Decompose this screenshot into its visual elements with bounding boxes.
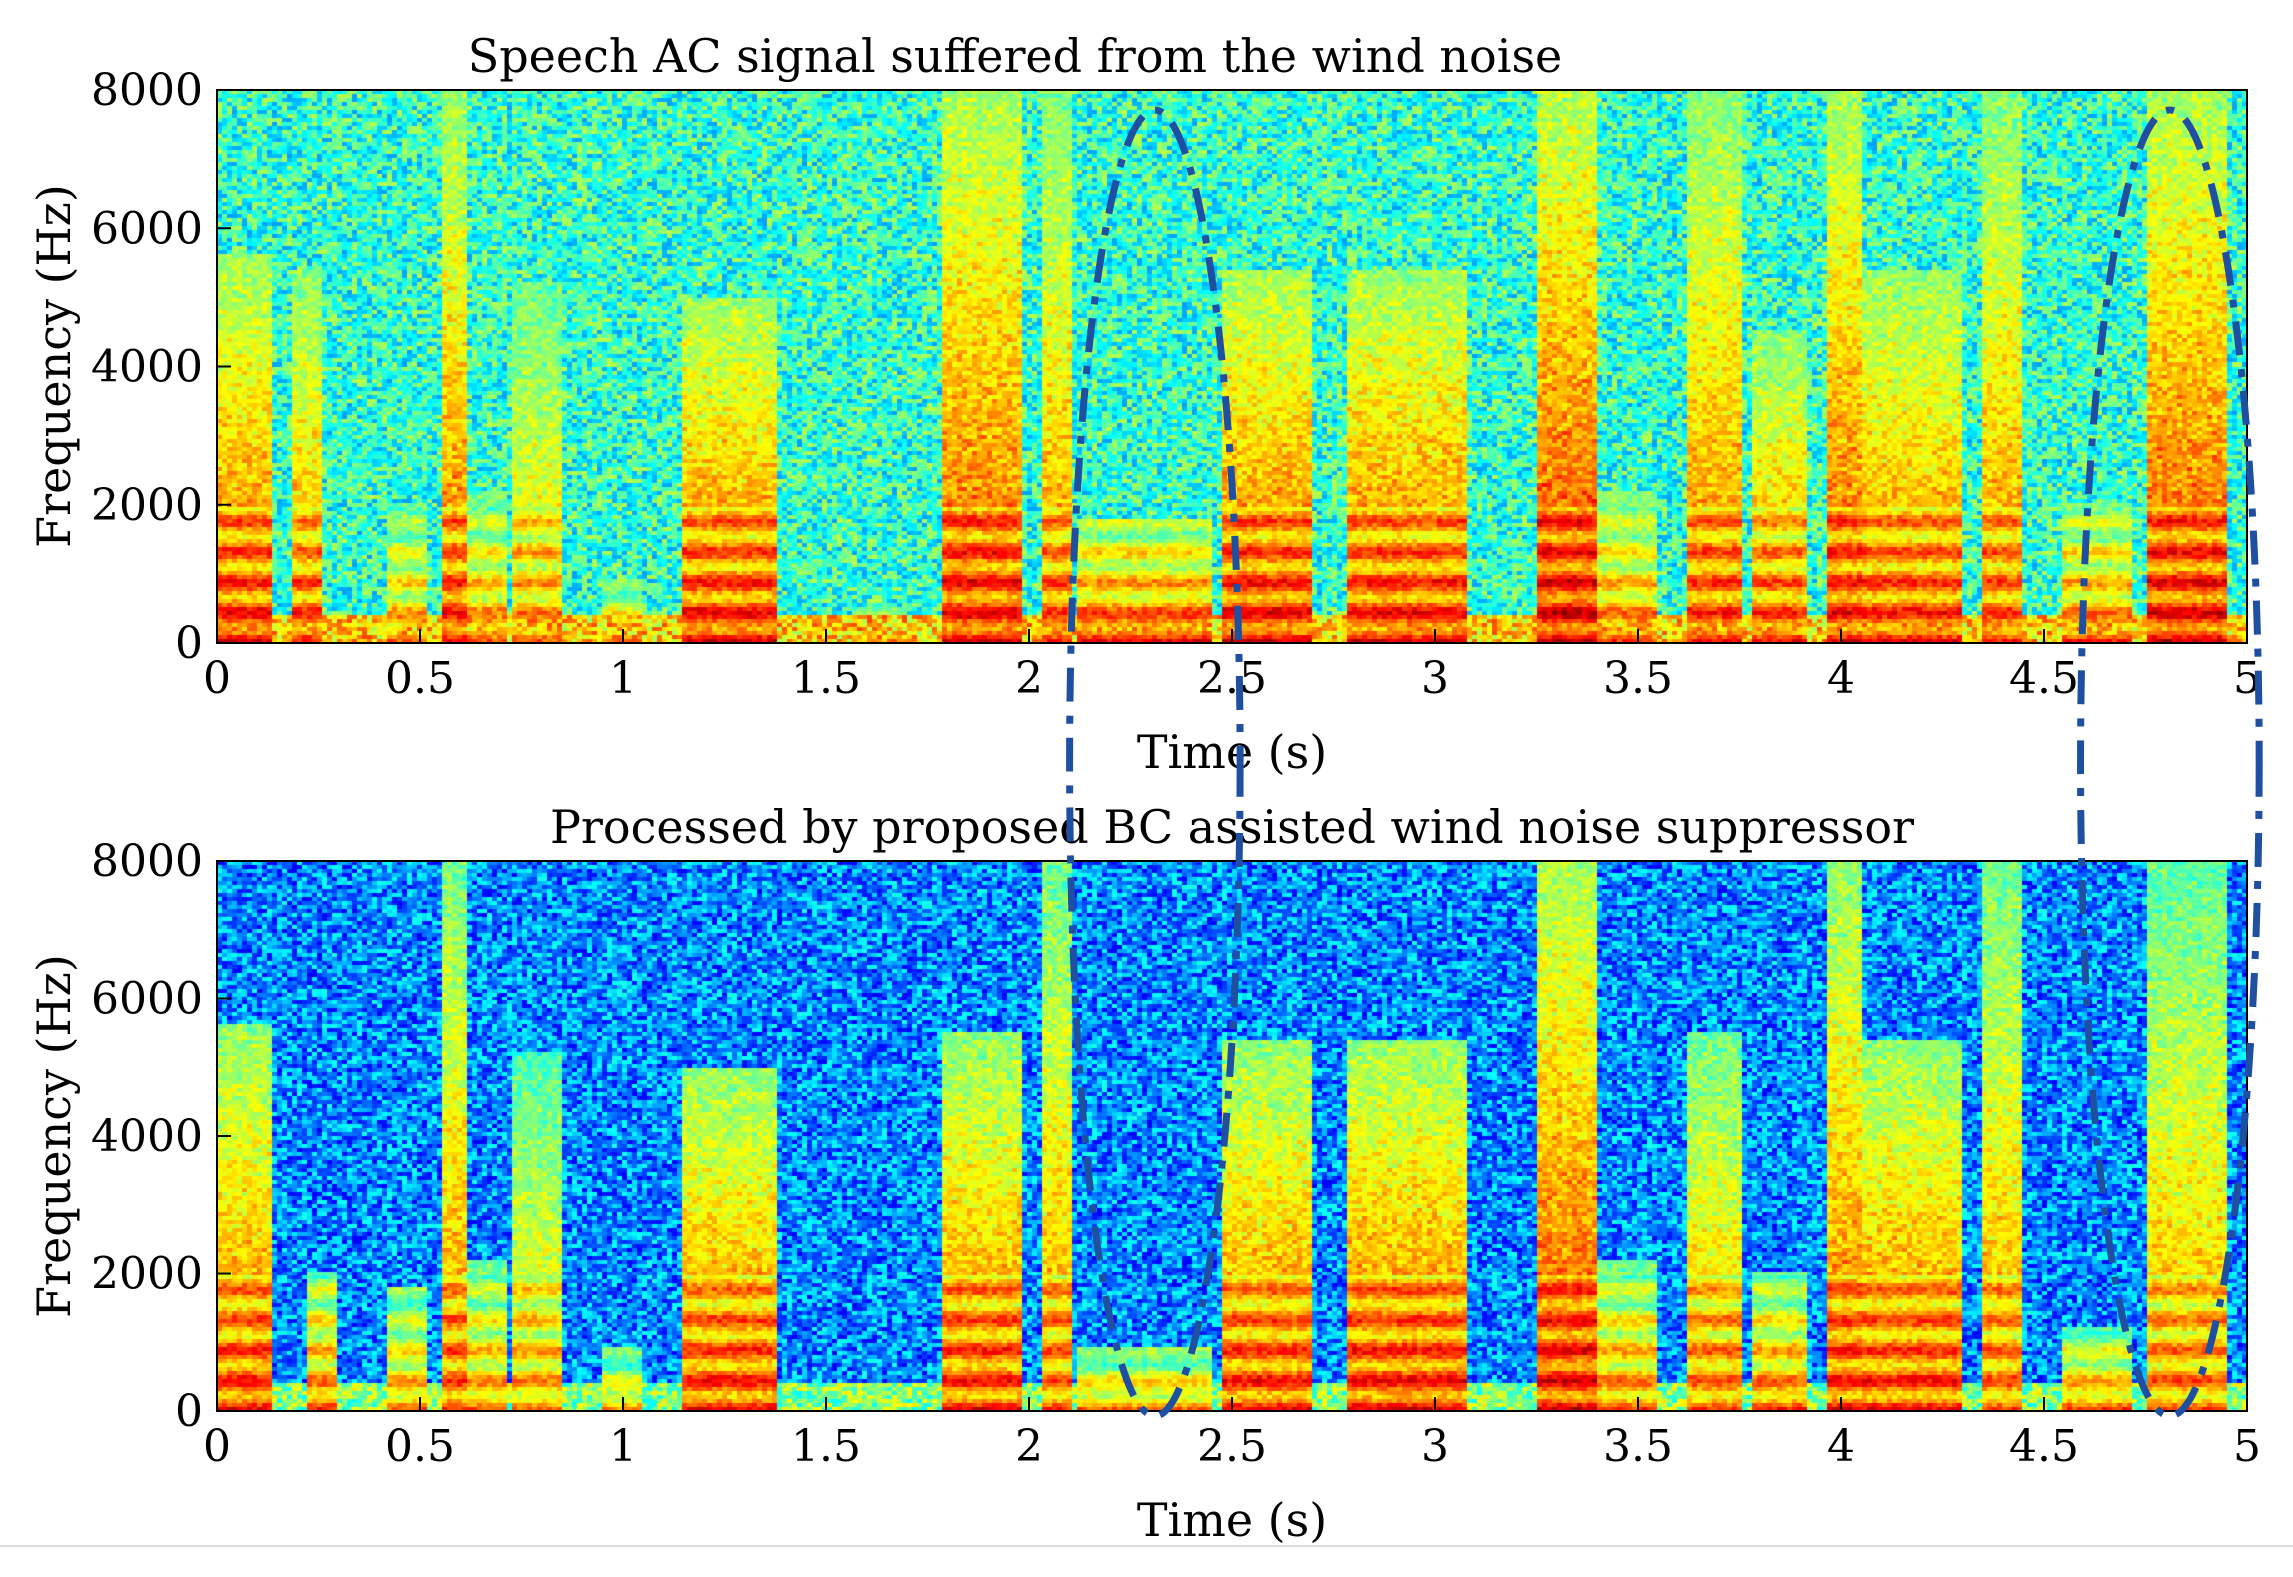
y-tick-label: 8000 — [91, 836, 203, 887]
x-tick-label: 3.5 — [1603, 653, 1673, 704]
x-axis-label: Time (s) — [1137, 1493, 1327, 1547]
x-axis-label: Time (s) — [1137, 725, 1327, 779]
y-axis-ticks: 0 2000 4000 6000 8000 — [91, 836, 231, 1437]
x-tick-label: 1 — [609, 1421, 637, 1472]
highlight-ellipse — [2077, 106, 2263, 1420]
x-tick-label: 4 — [1827, 653, 1855, 704]
x-tick-label: 2.5 — [1197, 1421, 1267, 1472]
y-axis-label: Frequency (Hz) — [27, 954, 81, 1318]
y-axis-ticks: 0 2000 4000 6000 8000 — [91, 65, 231, 669]
x-tick-label: 2 — [1015, 653, 1043, 704]
spectrogram-canvas — [217, 90, 2247, 643]
x-tick-label: 5 — [2233, 1421, 2261, 1472]
x-tick-label: 0 — [203, 653, 231, 704]
y-tick-label: 6000 — [91, 974, 203, 1025]
page-divider — [0, 1545, 2293, 1547]
panel-bottom: Processed by proposed BC assisted wind n… — [27, 800, 2261, 1547]
x-tick-label: 1.5 — [791, 653, 861, 704]
panel-top: Speech AC signal suffered from the wind … — [27, 29, 2261, 779]
x-tick-label: 4 — [1827, 1421, 1855, 1472]
y-tick-label: 2000 — [91, 1249, 203, 1300]
spectrogram-bottom — [217, 861, 2247, 1411]
y-tick-label: 8000 — [91, 65, 203, 116]
y-tick-label: 2000 — [91, 480, 203, 531]
panel-title: Speech AC signal suffered from the wind … — [468, 29, 1563, 83]
y-tick-label: 0 — [175, 1386, 203, 1437]
x-axis-ticks: 0 0.5 1 1.5 2 2.5 3 3.5 4 4.5 5 — [203, 1397, 2261, 1472]
x-tick-label: 2.5 — [1197, 653, 1267, 704]
x-tick-label: 0.5 — [385, 653, 455, 704]
y-axis-label: Frequency (Hz) — [27, 184, 81, 548]
x-tick-label: 1 — [609, 653, 637, 704]
y-tick-label: 6000 — [91, 203, 203, 254]
x-tick-label: 0 — [203, 1421, 231, 1472]
y-tick-label: 4000 — [91, 1111, 203, 1162]
spectrogram-canvas — [217, 861, 2247, 1411]
y-tick-label: 0 — [175, 618, 203, 669]
x-tick-label: 0.5 — [385, 1421, 455, 1472]
x-tick-label: 3.5 — [1603, 1421, 1673, 1472]
x-tick-label: 4.5 — [2009, 653, 2079, 704]
panel-title: Processed by proposed BC assisted wind n… — [550, 800, 1914, 854]
spectrogram-top — [217, 90, 2247, 643]
annotation-layer — [1066, 106, 2263, 1420]
x-tick-label: 2 — [1015, 1421, 1043, 1472]
x-tick-label: 3 — [1421, 653, 1449, 704]
x-tick-label: 1.5 — [791, 1421, 861, 1472]
y-tick-label: 4000 — [91, 342, 203, 393]
x-tick-label: 3 — [1421, 1421, 1449, 1472]
highlight-ellipse — [1066, 106, 1244, 1420]
x-tick-label: 4.5 — [2009, 1421, 2079, 1472]
